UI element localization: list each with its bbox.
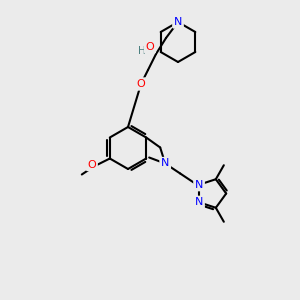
Text: H: H: [138, 46, 146, 56]
Text: O: O: [146, 42, 154, 52]
Text: O: O: [136, 79, 146, 89]
Text: N: N: [195, 180, 203, 190]
Text: N: N: [174, 17, 182, 27]
Text: O: O: [87, 160, 96, 170]
Text: N: N: [195, 197, 203, 207]
Text: N: N: [161, 158, 170, 169]
